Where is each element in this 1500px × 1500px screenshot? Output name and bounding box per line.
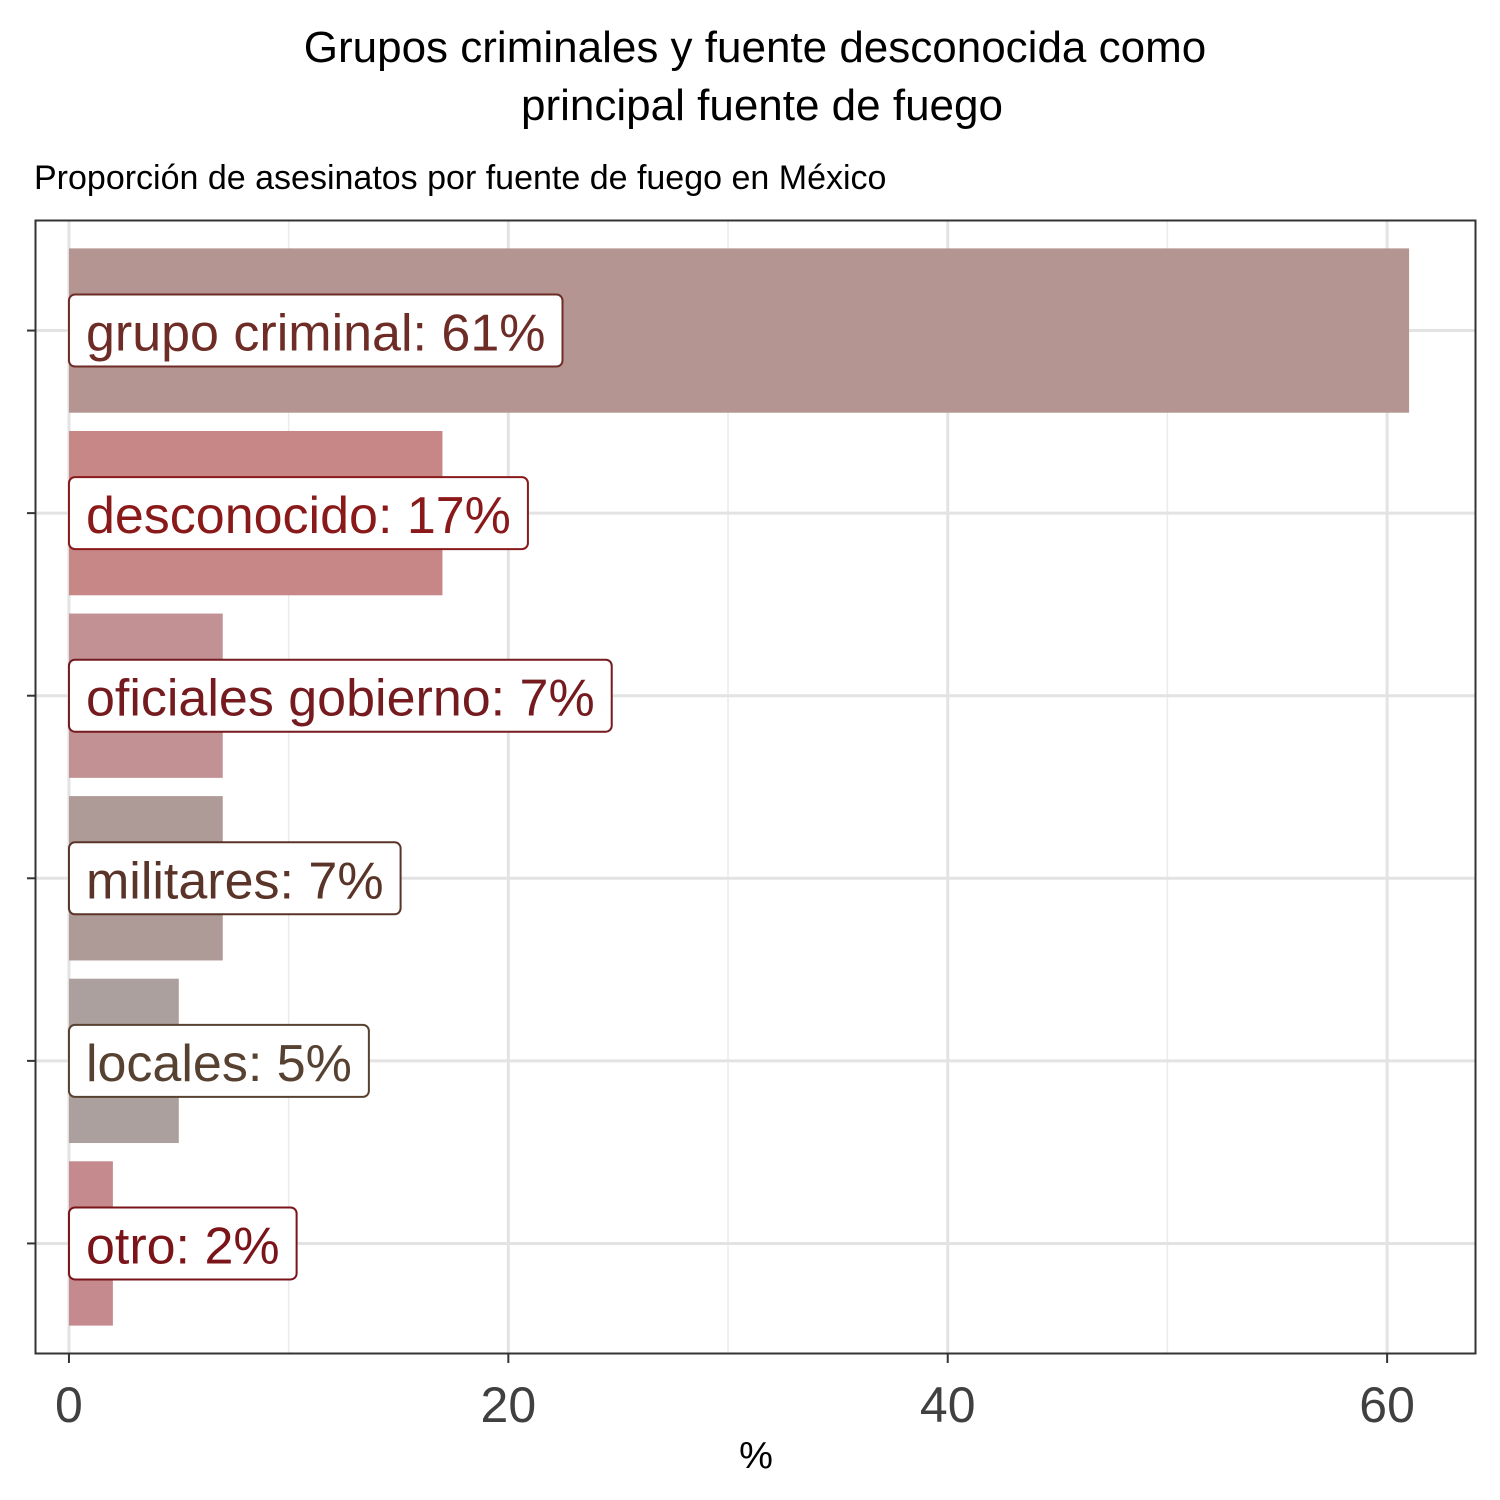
chart-title-line-2: principal fuente de fuego [521,81,1003,130]
x-tick-label: 40 [920,1377,976,1433]
data-label: oficiales gobierno: 7% [67,658,613,733]
data-label-box [67,841,402,916]
data-label-text: otro: 2% [86,1217,280,1275]
plot-panel-border [34,219,1477,1355]
data-label-box [67,1023,370,1098]
x-tick-label: 60 [1359,1377,1415,1433]
x-axis-title: % [739,1435,773,1477]
data-label-text: desconocido: 17% [86,487,511,545]
chart-title-line-1: Grupos criminales y fuente desconocida c… [304,23,1206,72]
data-label-box [67,1206,298,1281]
data-label-text: militares: 7% [86,852,384,910]
data-label: militares: 7% [67,841,402,916]
data-label-box [67,293,564,368]
data-label: otro: 2% [67,1206,298,1281]
x-axis: 0 20 40 60 [27,329,1415,1433]
x-tick-label: 20 [481,1377,537,1433]
chart-subtitle: Proporción de asesinatos por fuente de f… [34,159,886,197]
data-label: desconocido: 17% [67,476,529,551]
data-label-box [67,658,613,733]
data-label-text: grupo criminal: 61% [86,305,546,363]
data-label-text: locales: 5% [86,1035,352,1093]
data-label: locales: 5% [67,1023,370,1098]
data-label: grupo criminal: 61% [67,293,564,368]
x-tick-label: 0 [55,1377,83,1433]
data-label-text: oficiales gobierno: 7% [86,670,595,728]
label-layer: grupo criminal: 61% desconocido: 17% ofici… [67,293,613,1281]
data-label-box [67,476,529,551]
